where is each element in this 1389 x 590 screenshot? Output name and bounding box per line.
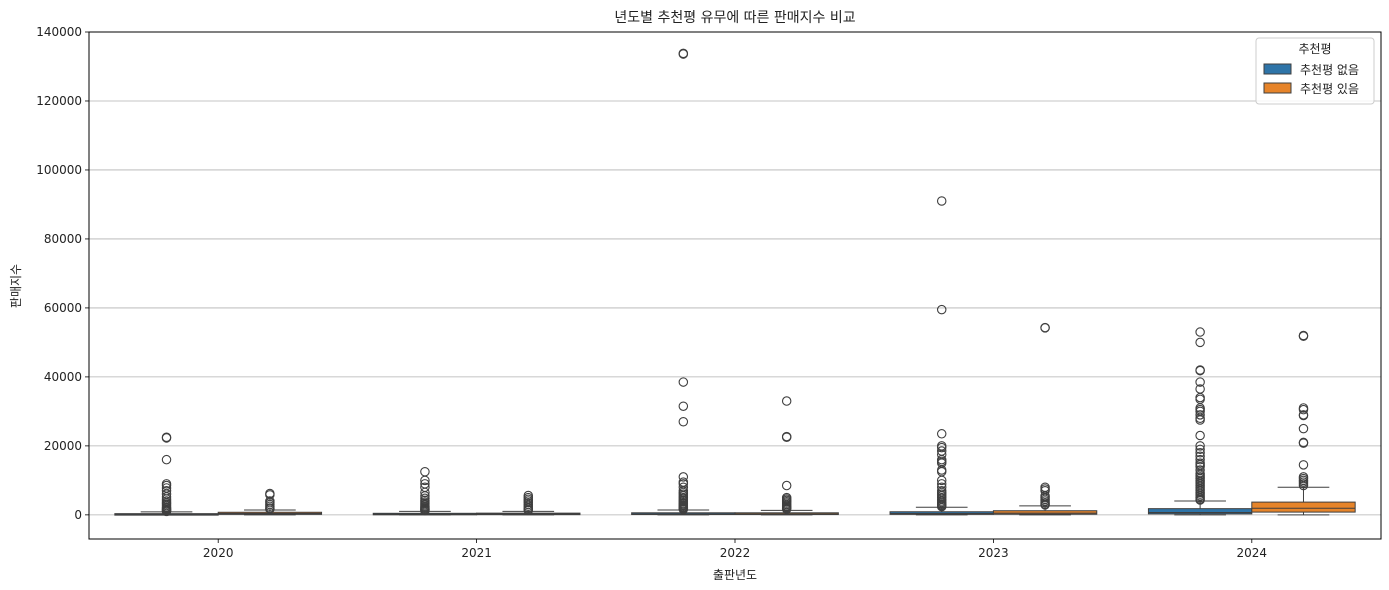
y-tick-label: 20000	[44, 439, 82, 453]
outlier-point	[1195, 441, 1205, 451]
box-2024-1	[1147, 327, 1253, 516]
box-2022-2	[734, 396, 839, 516]
y-tick-label: 100000	[36, 163, 82, 177]
plot-frame	[88, 31, 1382, 540]
outlier-point	[265, 504, 275, 514]
outlier-point	[1195, 337, 1205, 348]
outlier-point	[1195, 495, 1205, 505]
outlier-point	[936, 429, 947, 439]
outlier-point	[1040, 323, 1050, 333]
outlier-point	[420, 505, 430, 516]
boxes-layer	[114, 48, 1356, 517]
y-tick-label: 120000	[36, 94, 82, 108]
outlier-point	[1195, 365, 1205, 376]
y-tick-label: 80000	[44, 232, 82, 246]
box-2023-1	[889, 196, 994, 516]
legend-label: 추천평 없음	[1300, 62, 1359, 77]
legend-swatch	[1263, 82, 1292, 94]
outlier-point	[420, 491, 430, 501]
outlier-point	[678, 472, 689, 482]
outlier-point	[1298, 423, 1309, 434]
legend-label: 추천평 있음	[1300, 81, 1359, 96]
outlier-point	[1298, 404, 1309, 415]
outlier-point	[1298, 331, 1309, 341]
outlier-point	[781, 504, 792, 514]
outlier-point	[678, 401, 689, 411]
outlier-point	[161, 506, 172, 517]
x-tick-label: 2021	[461, 546, 492, 560]
outlier-point	[161, 433, 172, 443]
box-2024-2	[1251, 330, 1356, 516]
outlier-point	[420, 466, 430, 477]
outlier-point	[936, 501, 947, 512]
outlier-point	[1195, 410, 1205, 420]
outlier-point	[1195, 430, 1205, 441]
box-2021-1	[372, 466, 478, 516]
x-tick-label: 2020	[203, 546, 234, 560]
axes-layer: 0 20000 40000 60000 80000 100000 120000 140000 2…	[36, 25, 1382, 560]
legend-swatch	[1263, 63, 1292, 75]
outlier-point	[161, 483, 172, 493]
chart-title: 년도별 추천평 유무에 따른 판매지수 비교	[614, 10, 855, 26]
x-tick-label: 2023	[978, 546, 1009, 560]
outlier-point	[678, 416, 689, 427]
legend-title: 추천평	[1298, 41, 1331, 56]
x-tick-label: 2024	[1237, 546, 1268, 560]
box-2023-2	[992, 322, 1098, 516]
y-axis-label: 판매지수	[9, 264, 23, 308]
outlier-point	[1195, 327, 1205, 337]
outlier-point	[781, 432, 792, 443]
outlier-point	[678, 504, 689, 515]
box-body	[1147, 508, 1253, 515]
outlier-point	[1195, 444, 1205, 455]
y-tick-label: 0	[74, 508, 82, 522]
outlier-point	[781, 480, 792, 491]
box-2022-1	[631, 48, 736, 516]
outlier-point	[1195, 448, 1205, 458]
outlier-point	[523, 505, 534, 516]
outlier-point	[678, 377, 689, 387]
outlier-point	[1298, 410, 1309, 421]
y-tick-label: 40000	[44, 370, 82, 384]
outlier-point	[1195, 415, 1205, 425]
box-body	[992, 510, 1098, 515]
y-tick-label: 140000	[36, 25, 82, 39]
box-body	[1251, 501, 1356, 513]
box-2020-1	[114, 432, 219, 517]
outlier-point	[781, 396, 792, 406]
y-tick-label: 60000	[44, 301, 82, 315]
box-2021-2	[476, 490, 581, 516]
grid-lines	[89, 31, 1381, 516]
outlier-point	[1298, 480, 1309, 491]
outlier-point	[1195, 377, 1205, 387]
outlier-point	[936, 196, 947, 206]
outlier-point	[1040, 500, 1050, 510]
outlier-point	[1195, 454, 1205, 465]
outlier-point	[936, 442, 947, 453]
outlier-point	[161, 454, 172, 465]
outlier-point	[678, 49, 689, 59]
outlier-point	[1298, 460, 1309, 470]
outlier-point	[936, 475, 947, 486]
x-tick-label: 2022	[720, 546, 751, 560]
outlier-point	[420, 475, 430, 486]
box-2020-2	[217, 488, 323, 516]
outlier-point	[936, 304, 947, 315]
outlier-point	[1298, 438, 1309, 448]
x-axis-label: 출판년도	[713, 568, 757, 582]
